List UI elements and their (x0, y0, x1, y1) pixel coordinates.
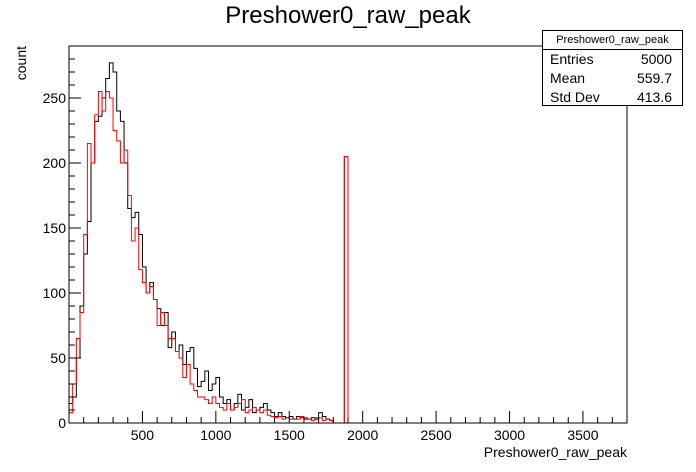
stats-mean-row: Mean 559.7 (543, 69, 682, 88)
y-tick-label: 0 (58, 415, 66, 431)
stats-mean-label: Mean (550, 70, 586, 86)
axis-layer: 500 1000 1500 2000 2500 3000 3500 0 50 100 150 200 2… (43, 58, 613, 443)
y-tick-label: 50 (50, 350, 66, 366)
stats-stddev-value: 413.6 (636, 89, 672, 105)
series-line-2 (68, 91, 627, 424)
x-tick-label: 2500 (421, 427, 452, 443)
x-tick-label: 500 (131, 427, 155, 443)
y-tick-label: 250 (43, 90, 67, 106)
stats-entries-row: Entries 5000 (543, 50, 682, 69)
x-axis-label: Preshower0_raw_peak (484, 444, 628, 460)
x-tick-label: 2000 (347, 427, 378, 443)
stats-stddev-label: Std Dev (550, 89, 600, 105)
stats-stddev-row: Std Dev 413.6 (543, 88, 682, 107)
y-tick-label: 200 (43, 155, 67, 171)
x-tick-label: 1500 (274, 427, 305, 443)
x-tick-label: 1000 (200, 427, 231, 443)
stats-box: Preshower0_raw_peak Entries 5000 Mean 55… (542, 30, 683, 106)
y-axis-label: count (13, 46, 29, 80)
stats-box-name: Preshower0_raw_peak (543, 31, 682, 50)
chart-title: Preshower0_raw_peak (225, 2, 471, 29)
series-layer (68, 62, 627, 424)
x-tick-label: 3500 (567, 427, 598, 443)
stats-entries-value: 5000 (640, 51, 672, 67)
stats-mean-value: 559.7 (636, 70, 672, 86)
x-tick-label: 3000 (494, 427, 525, 443)
y-tick-label: 100 (43, 285, 67, 301)
y-tick-label: 150 (43, 220, 67, 236)
stats-entries-label: Entries (550, 51, 594, 67)
